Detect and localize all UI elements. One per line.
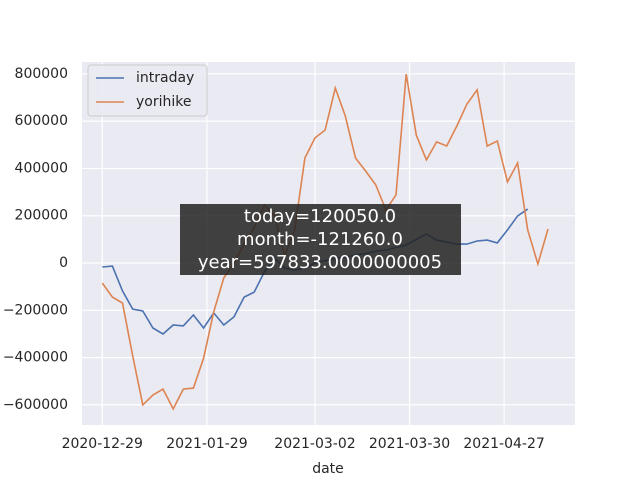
series-line [101,73,549,411]
annotation-text: year=597833.0000000005 [198,252,442,273]
y-tick-label: 200000 [15,208,68,224]
annotation-text: today=120050.0 [244,206,396,227]
y-tick-label: 600000 [15,113,68,129]
x-tick-label: 2020-12-29 [62,436,143,452]
y-tick-label: 800000 [15,66,68,82]
y-tick-label: −200000 [3,302,68,318]
y-tick-label: 400000 [15,160,68,176]
y-tick-label: −600000 [3,397,68,413]
legend: intraday yorihike [87,64,208,117]
axes: −600000 −400000 −200000 0 200000 400000 600000… [3,66,545,452]
x-tick-label: 2021-01-29 [166,436,247,452]
annotation: today=120050.0month=-121260.0year=597833… [180,204,461,275]
x-tick-label: 2021-03-30 [369,436,450,452]
x-tick-label: 2021-03-02 [274,436,355,452]
y-tick-label: 0 [59,255,68,271]
x-axis-label: date [312,461,344,477]
legend-label: intraday [136,70,194,86]
x-tick-label: 2021-04-27 [463,436,544,452]
legend-label: yorihike [136,94,191,110]
y-tick-label: −400000 [3,350,68,366]
annotation-text: month=-121260.0 [237,229,403,250]
annotation-box [180,204,461,275]
